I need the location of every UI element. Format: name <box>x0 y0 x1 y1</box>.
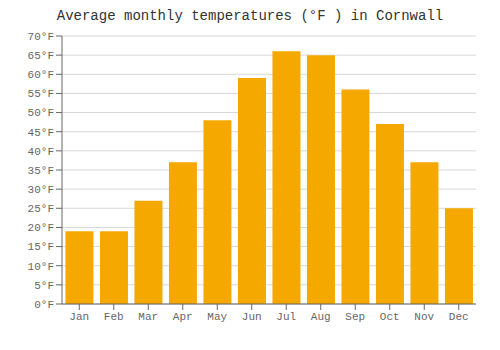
svg-text:Sep: Sep <box>345 311 365 323</box>
svg-text:Apr: Apr <box>173 311 193 323</box>
svg-text:Jun: Jun <box>242 311 262 323</box>
html-text:Average monthly temperatures (: Average monthly temperatures (°F ) in Co… <box>56 8 444 24</box>
svg-text:Oct: Oct <box>380 311 400 323</box>
svg-text:Nov: Nov <box>414 311 434 323</box>
svg-text:Jan: Jan <box>69 311 89 323</box>
svg-text:45°F: 45°F <box>28 127 54 139</box>
svg-text:40°F: 40°F <box>28 146 54 158</box>
svg-text:35°F: 35°F <box>28 165 54 177</box>
svg-text:60°F: 60°F <box>28 69 54 81</box>
svg-text:65°F: 65°F <box>28 50 54 62</box>
svg-text:0°F: 0°F <box>34 299 54 311</box>
svg-text:70°F: 70°F <box>28 31 54 43</box>
svg-text:Jul: Jul <box>276 311 296 323</box>
svg-text:Dec: Dec <box>449 311 469 323</box>
svg-text:55°F: 55°F <box>28 88 54 100</box>
svg-text:Feb: Feb <box>104 311 124 323</box>
svg-text:50°F: 50°F <box>28 107 54 119</box>
svg-text:25°F: 25°F <box>28 203 54 215</box>
svg-text:Aug: Aug <box>311 311 331 323</box>
svg-text:Mar: Mar <box>138 311 158 323</box>
svg-text:15°F: 15°F <box>28 241 54 253</box>
svg-text:10°F: 10°F <box>28 261 54 273</box>
svg-text:5°F: 5°F <box>34 280 54 292</box>
svg-text:May: May <box>207 311 227 323</box>
svg-text:30°F: 30°F <box>28 184 54 196</box>
svg-text:20°F: 20°F <box>28 222 54 234</box>
